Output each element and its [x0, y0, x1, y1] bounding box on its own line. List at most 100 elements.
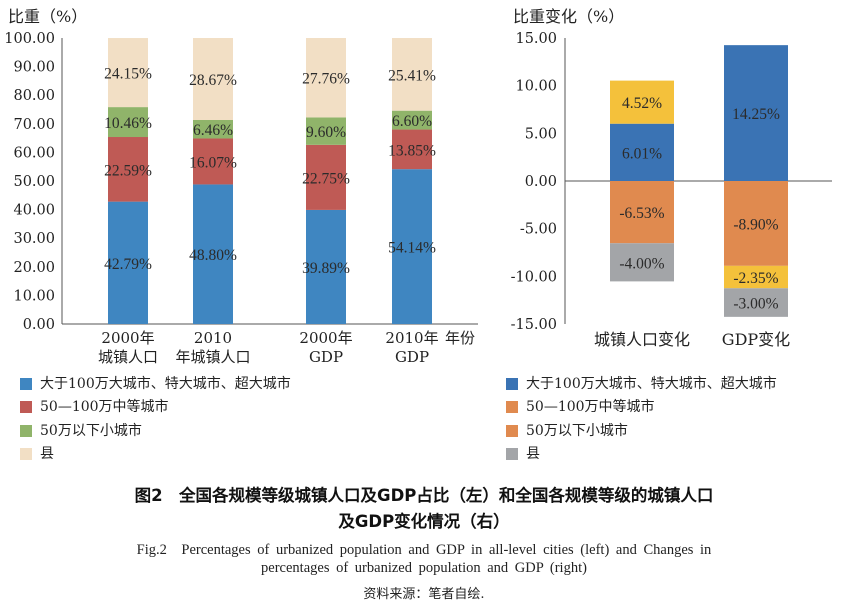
right-bar-segment [724, 181, 788, 266]
legend-swatch [506, 448, 518, 461]
right-y-tick-label: -15.00 [511, 317, 557, 333]
legend-item: 50—100万中等城市 [506, 396, 777, 420]
right-bar-segment [610, 80, 674, 124]
right-bar-segment [610, 181, 674, 244]
left-x-category-label: 2010年 [385, 329, 438, 347]
left-y-tick-label: 10.00 [13, 288, 55, 304]
legend-item: 县 [20, 443, 291, 467]
right-bar-data-label: -3.00% [733, 296, 778, 313]
right-bar-segment [724, 265, 788, 289]
left-bar-segment [392, 169, 432, 324]
legend-label: 大于100万大城市、特大城市、超大城市 [40, 375, 291, 392]
legend-label: 县 [40, 446, 54, 463]
legend-label: 县 [526, 446, 540, 463]
caption-source: 资料来源：笔者自绘. [363, 587, 485, 602]
left-bar-data-label: 42.79% [104, 256, 152, 273]
left-bar-segment [193, 119, 233, 139]
left-bar-data-label: 28.67% [189, 72, 237, 89]
left-bar-segment [193, 184, 233, 324]
legend-item: 50—100万中等城市 [20, 396, 291, 420]
left-bar-data-label: 25.41% [388, 67, 436, 84]
left-bar-segment [392, 38, 432, 111]
left-y-tick-label: 100.00 [4, 31, 55, 47]
right-bar-data-label: 6.01% [622, 145, 662, 162]
legend-swatch [506, 424, 518, 437]
caption-en-line1: Fig.2 Percentages of urbanized populatio… [136, 542, 712, 558]
left-y-tick-label: 50.00 [13, 174, 55, 190]
left-y-tick-label: 0.00 [23, 317, 55, 333]
left-bar-segment [392, 129, 432, 170]
left-x-category-label: GDP [309, 348, 343, 366]
legend-item: 大于100万大城市、特大城市、超大城市 [20, 372, 291, 396]
left-y-tick-label: 90.00 [13, 60, 55, 76]
legend-label: 大于100万大城市、特大城市、超大城市 [526, 375, 777, 392]
left-bar-data-label: 48.80% [189, 247, 237, 264]
legend-label: 50—100万中等城市 [40, 399, 169, 416]
left-bar-segment [193, 138, 233, 185]
right-bar-data-label: 4.52% [622, 95, 662, 112]
right-y-tick-label: -10.00 [511, 269, 557, 285]
right-bar-segment [610, 243, 674, 282]
left-bar-segment [306, 144, 346, 210]
legend-swatch [20, 377, 32, 390]
right-y-tick-label: -5.00 [520, 222, 557, 238]
left-x-category-label: 城镇人口 [98, 348, 158, 366]
caption-en-line2: percentages of urbanized population and … [261, 560, 587, 576]
left-y-tick-label: 40.00 [13, 203, 55, 219]
left-x-category-label: 年城镇人口 [175, 348, 250, 366]
legend-item: 县 [506, 443, 777, 467]
left-bar-data-label: 16.07% [189, 154, 237, 171]
left-y-tick-label: 80.00 [13, 88, 55, 104]
legend-label: 50万以下小城市 [526, 422, 628, 439]
legend-label: 50万以下小城市 [40, 422, 142, 439]
left-x-category-label: 2010 [194, 329, 232, 347]
legend-swatch [20, 401, 32, 414]
legend-swatch [506, 401, 518, 414]
right-bar-data-label: -6.53% [619, 205, 664, 222]
left-bar-data-label: 6.60% [392, 113, 432, 130]
right-bar-segment [610, 123, 674, 181]
right-y-tick-label: 0.00 [525, 174, 557, 190]
right-bar-data-label: -4.00% [619, 255, 664, 272]
legend-item: 大于100万大城市、特大城市、超大城市 [506, 372, 777, 396]
right-legend: 大于100万大城市、特大城市、超大城市 50—100万中等城市 50万以下小城市县 [506, 372, 777, 466]
right-bar-segment [724, 45, 788, 182]
caption-cn-line2: 及GDP变化情况（右） [338, 512, 510, 531]
left-bar-data-label: 24.15% [104, 66, 152, 83]
left-bar-segment [306, 38, 346, 118]
left-bar-data-label: 54.14% [388, 240, 436, 257]
left-x-category-label: 2000年 [101, 329, 154, 347]
left-bar-segment [193, 38, 233, 120]
left-bar-data-label: 39.89% [302, 260, 350, 277]
left-bar-segment [306, 209, 346, 324]
left-y-tick-label: 60.00 [13, 145, 55, 161]
left-bar-data-label: 10.46% [104, 115, 152, 132]
left-y-tick-label: 30.00 [13, 231, 55, 247]
legend-swatch [20, 448, 32, 461]
left-y-tick-label: 70.00 [13, 117, 55, 133]
left-bar-segment [108, 107, 148, 138]
right-y-tick-label: 5.00 [525, 126, 557, 142]
legend-item: 50万以下小城市 [20, 419, 291, 443]
left-bar-data-label: 22.75% [302, 170, 350, 187]
left-bar-segment [108, 137, 148, 202]
right-y-axis-title: 比重变化（%） [513, 7, 624, 26]
left-bar-segment [306, 117, 346, 145]
left-bar-segment [108, 38, 148, 108]
right-stacked-bar-chart: 比重变化（%） 15.00 10.00 5.00 0.00 -5.00 -10.00 -15.… [511, 7, 832, 349]
left-legend: 大于100万大城市、特大城市、超大城市 50—100万中等城市 50万以下小城市县 [20, 372, 291, 466]
right-bar-data-label: 14.25% [732, 106, 780, 123]
left-x-axis-title: 年份 [445, 329, 475, 347]
left-bar-data-label: 9.60% [306, 124, 346, 141]
left-bar-segment [108, 201, 148, 324]
left-bar-data-label: 6.46% [193, 122, 233, 139]
left-bar-data-label: 22.59% [104, 162, 152, 179]
left-stacked-bar-chart: 比重（%） 100.00 90.00 80.00 70.00 60.00 50.00 40.0… [4, 7, 478, 366]
legend-swatch [20, 424, 32, 437]
left-bar-data-label: 27.76% [302, 71, 350, 88]
left-bar-segment [392, 110, 432, 130]
right-bar-data-label: -2.35% [733, 270, 778, 287]
legend-label: 50—100万中等城市 [526, 399, 655, 416]
right-y-tick-label: 10.00 [515, 79, 557, 95]
